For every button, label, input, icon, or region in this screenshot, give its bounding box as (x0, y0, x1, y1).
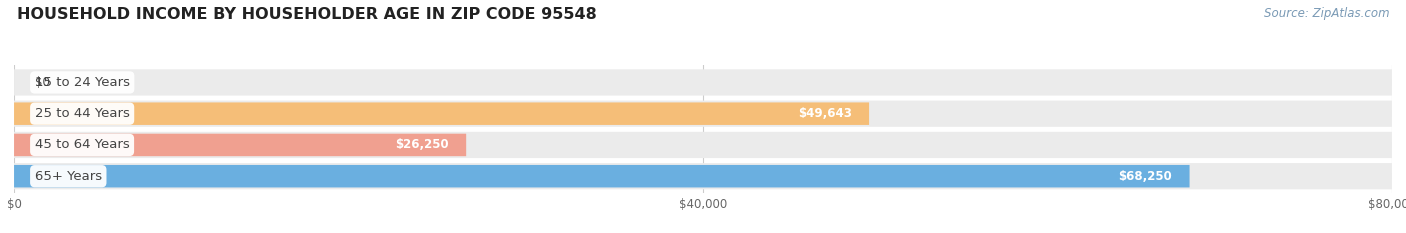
Text: HOUSEHOLD INCOME BY HOUSEHOLDER AGE IN ZIP CODE 95548: HOUSEHOLD INCOME BY HOUSEHOLDER AGE IN Z… (17, 7, 596, 22)
Text: $0: $0 (35, 76, 49, 89)
Text: 25 to 44 Years: 25 to 44 Years (35, 107, 129, 120)
FancyBboxPatch shape (14, 134, 467, 156)
Text: $26,250: $26,250 (395, 138, 449, 151)
FancyBboxPatch shape (14, 103, 869, 125)
Text: $49,643: $49,643 (799, 107, 852, 120)
FancyBboxPatch shape (14, 101, 1392, 127)
Text: 15 to 24 Years: 15 to 24 Years (35, 76, 129, 89)
Text: Source: ZipAtlas.com: Source: ZipAtlas.com (1264, 7, 1389, 20)
Text: $68,250: $68,250 (1119, 170, 1173, 183)
Text: 45 to 64 Years: 45 to 64 Years (35, 138, 129, 151)
FancyBboxPatch shape (14, 69, 1392, 96)
FancyBboxPatch shape (14, 132, 1392, 158)
Text: 65+ Years: 65+ Years (35, 170, 101, 183)
FancyBboxPatch shape (14, 163, 1392, 189)
FancyBboxPatch shape (14, 165, 1189, 188)
